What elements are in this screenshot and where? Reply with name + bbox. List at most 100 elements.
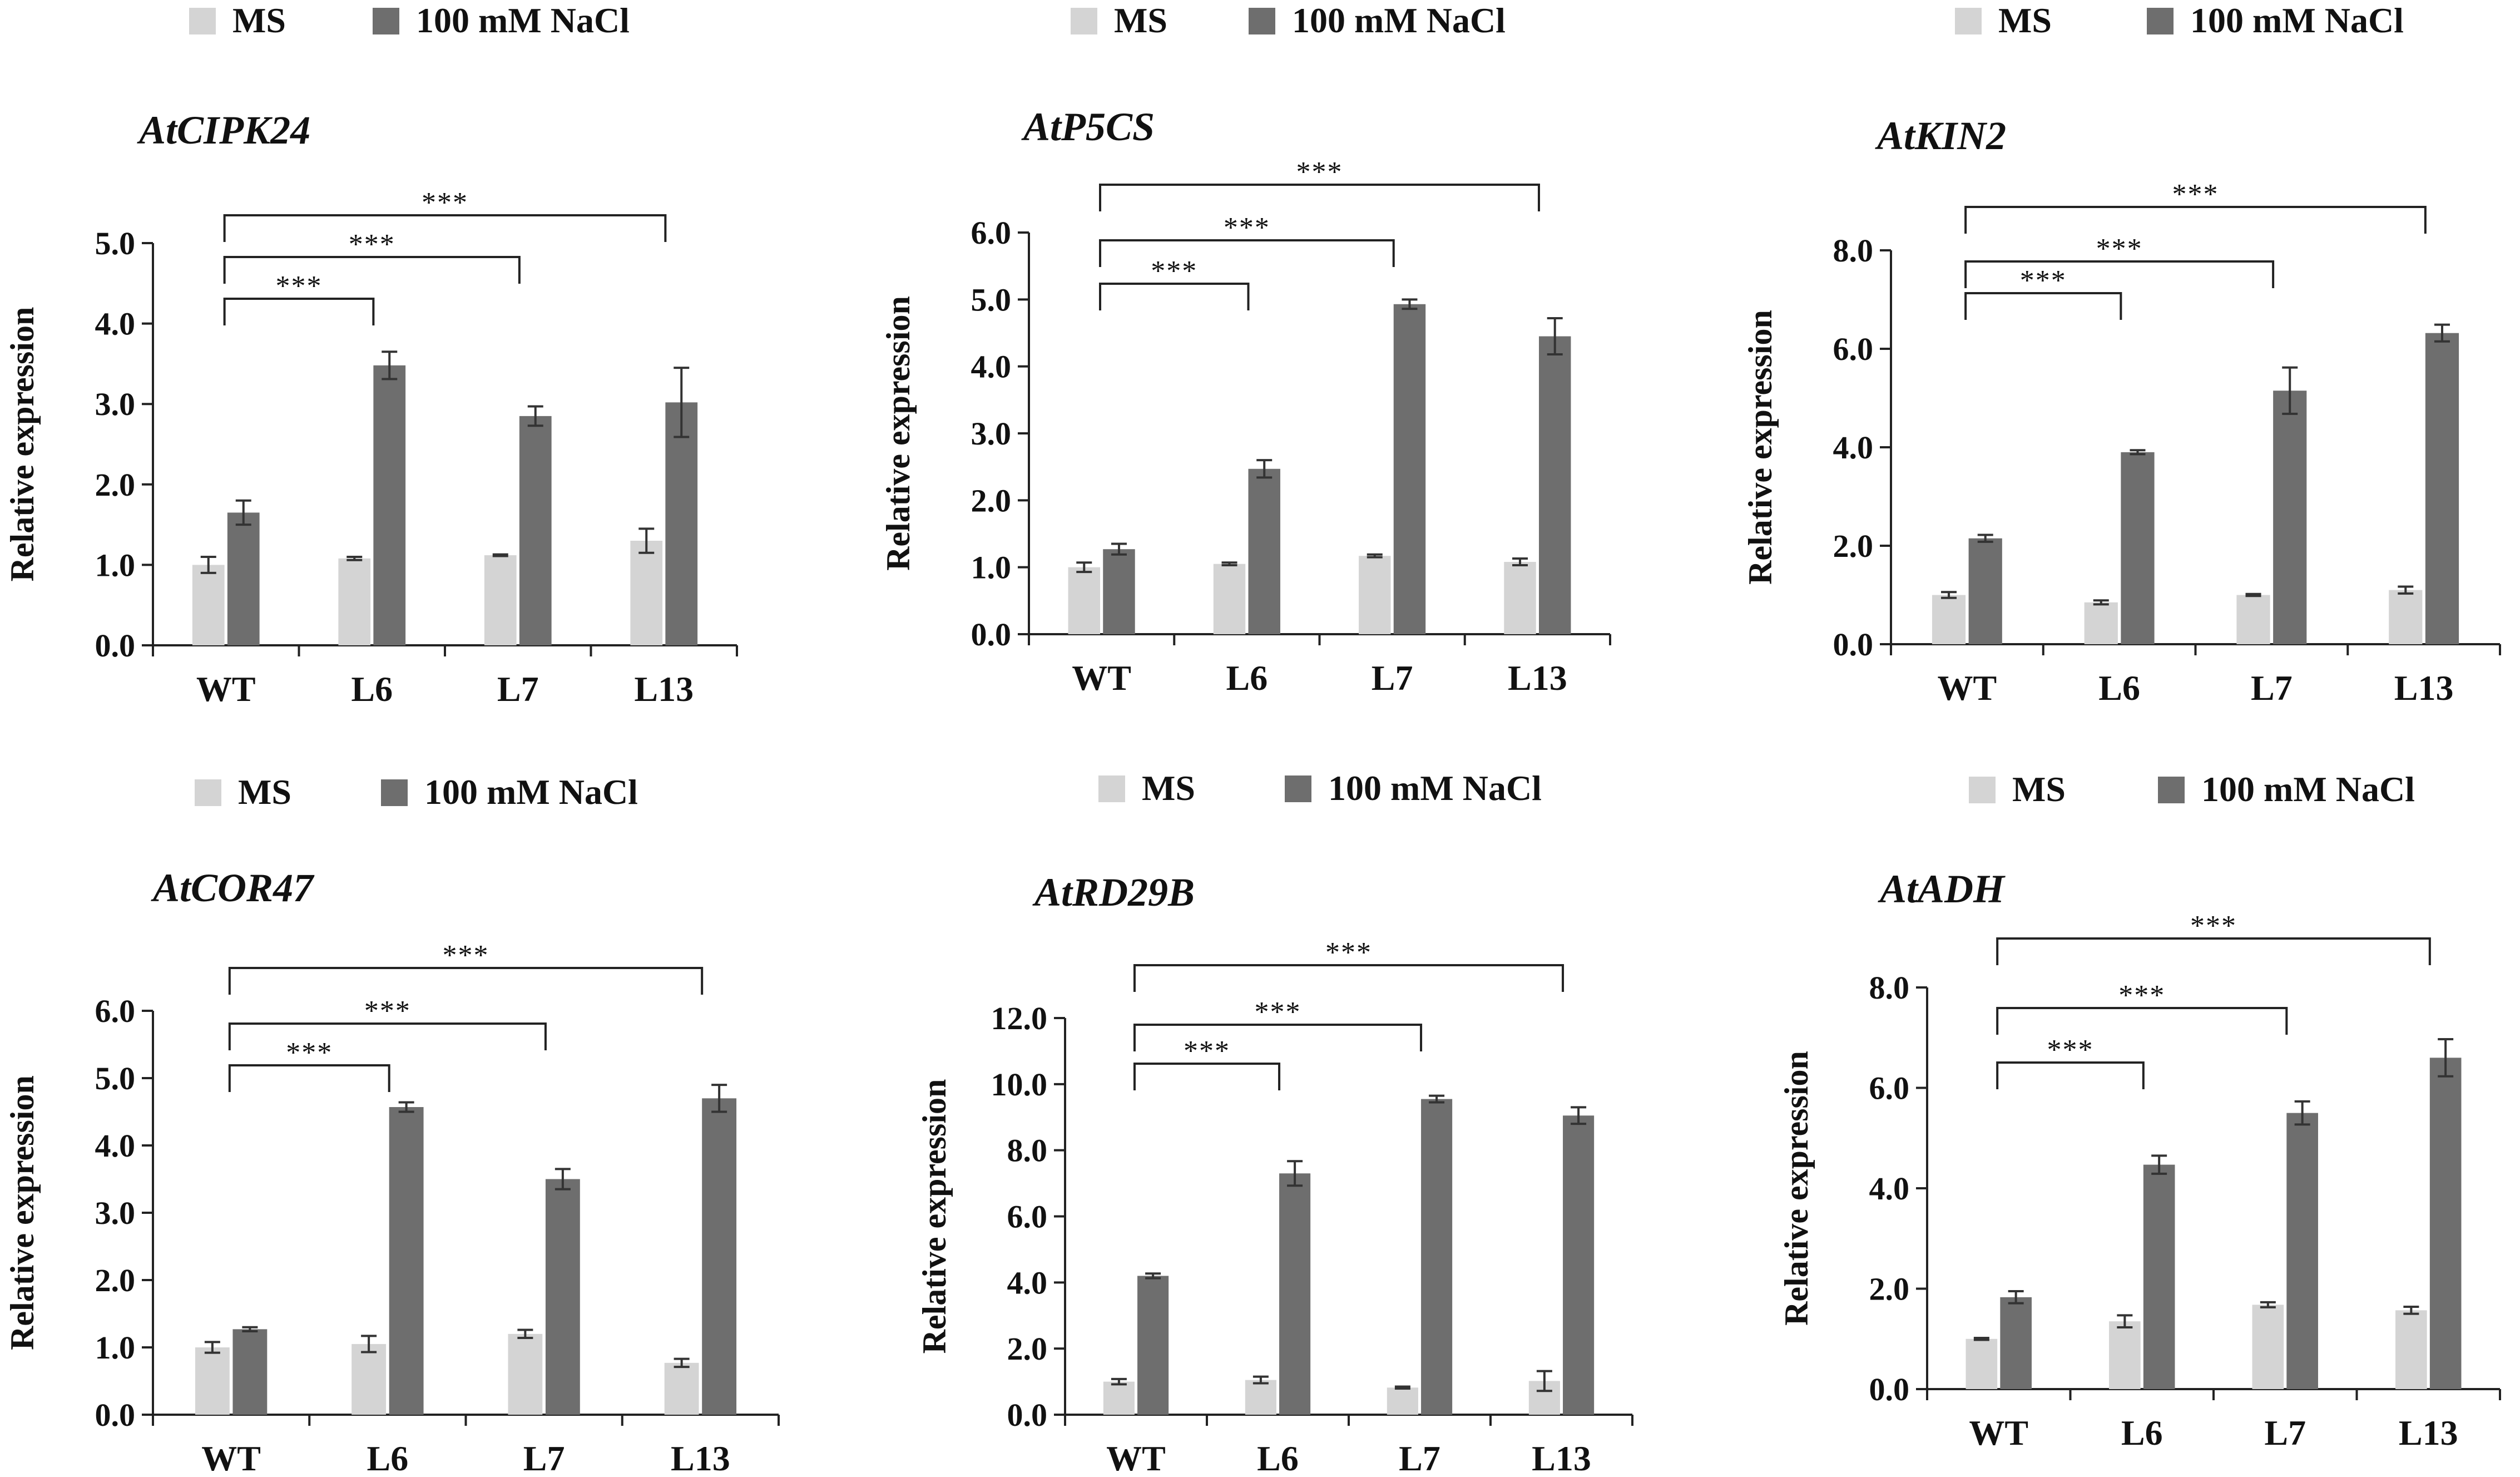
error-bar-100-mm-nacl-l7 [555, 1168, 571, 1191]
x-tick-label-wt: WT [196, 669, 256, 709]
significance-label: *** [1255, 996, 1301, 1028]
error-bar-ms-l7 [2245, 592, 2261, 597]
chart-title: AtCOR47 [151, 866, 315, 910]
x-tick-label-l6: L6 [2121, 1413, 2163, 1453]
significance-label: *** [2096, 233, 2143, 265]
error-bar-100-mm-nacl-wt [2008, 1290, 2024, 1305]
x-tick-label-wt: WT [1938, 668, 1997, 708]
bar-ms-l6 [351, 1343, 387, 1415]
significance-label: *** [1296, 156, 1343, 188]
bar-100-mm-nacl-l13 [2425, 333, 2459, 644]
bar-ms-wt [195, 1347, 230, 1415]
error-bar-100-mm-nacl-l6 [2130, 449, 2146, 456]
legend-swatch-ms [1969, 777, 1996, 803]
error-bar-ms-l6 [1252, 1375, 1269, 1385]
y-tick-label: 0.0 [1833, 626, 1874, 663]
error-bar-100-mm-nacl-l7 [1402, 298, 1418, 310]
significance-label: *** [2190, 910, 2237, 942]
legend: MS 100 mM NaCl [1098, 768, 1542, 808]
x-tick-label-l6: L6 [1257, 1439, 1299, 1477]
significance-bracket-wt-l6 [1099, 283, 1250, 310]
y-tick-label: 1.0 [971, 550, 1012, 586]
chart-atrd29b: MS 100 mM NaCl AtRD29B 0.0 2.0 4.0 6.0 8.0 10.0 1… [916, 768, 1633, 1477]
legend-swatch-ms [1098, 775, 1125, 802]
y-tick-label: 3.0 [971, 416, 1012, 452]
y-tick-label: 4.0 [1007, 1264, 1048, 1301]
bar-100-mm-nacl-l7 [545, 1179, 580, 1415]
significance-bracket-wt-l13 [1964, 206, 2427, 234]
legend-label-100-mm-nacl: 100 mM NaCl [1292, 1, 1506, 40]
legend-label-100-mm-nacl: 100 mM NaCl [1328, 768, 1542, 808]
significance-label: *** [422, 187, 468, 219]
legend-swatch-100-mm-nacl [2147, 8, 2174, 34]
significance-bracket-wt-l7 [1133, 1024, 1423, 1051]
error-bar-ms-wt [200, 555, 216, 574]
bar-100-mm-nacl-wt [1137, 1276, 1169, 1415]
significance-label: *** [349, 229, 395, 260]
legend-swatch-100-mm-nacl [1285, 775, 1311, 802]
significance-label: *** [286, 1037, 333, 1069]
x-tick-label-l13: L13 [2399, 1413, 2458, 1453]
legend-swatch-ms [195, 779, 221, 806]
significance-bracket-wt-l13 [228, 967, 704, 995]
x-tick-label-l13: L13 [634, 669, 694, 709]
bar-100-mm-nacl-l6 [1279, 1173, 1311, 1415]
error-bar-ms-l7 [1367, 553, 1383, 559]
bar-ms-l7 [1387, 1387, 1418, 1415]
y-axis-label: Relative expression [1778, 1051, 1815, 1326]
significance-bracket-wt-l6 [228, 1064, 390, 1092]
significance-label: *** [2118, 980, 2165, 1011]
chart-title: AtCIPK24 [137, 108, 310, 152]
bar-ms-l7 [484, 555, 517, 645]
error-bar-100-mm-nacl-l6 [2151, 1154, 2167, 1175]
legend-swatch-ms [1071, 8, 1097, 34]
bar-100-mm-nacl-l6 [2143, 1164, 2175, 1389]
legend-label-100-mm-nacl: 100 mM NaCl [2190, 1, 2404, 40]
y-tick-label: 5.0 [95, 1060, 136, 1096]
bar-ms-wt [1965, 1338, 1998, 1389]
bar-100-mm-nacl-l6 [389, 1107, 424, 1415]
error-bar-ms-wt [1973, 1336, 1989, 1341]
legend-label-ms: MS [1114, 1, 1167, 40]
error-bar-ms-l7 [517, 1328, 533, 1340]
legend-label-100-mm-nacl: 100 mM NaCl [416, 1, 630, 40]
bar-100-mm-nacl-l7 [1421, 1099, 1453, 1415]
bar-ms-wt [192, 565, 225, 645]
x-tick-label-l13: L13 [2394, 668, 2454, 708]
error-bar-100-mm-nacl-wt [1977, 534, 1993, 543]
legend: MS 100 mM NaCl [195, 772, 638, 812]
bar-ms-l13 [664, 1362, 699, 1415]
legend-swatch-100-mm-nacl [2158, 777, 2185, 803]
bar-100-mm-nacl-wt [2000, 1297, 2032, 1389]
bar-100-mm-nacl-l7 [519, 416, 552, 645]
significance-bracket-wt-l13 [1996, 937, 2431, 965]
bar-ms-l13 [2395, 1310, 2427, 1389]
chart-atcipk24: MS 100 mM NaCl AtCIPK24 0.0 1.0 2.0 3.0 4.0 5.0 R… [4, 1, 738, 709]
x-tick-label-l7: L7 [2251, 668, 2293, 708]
legend: MS 100 mM NaCl [1071, 1, 1506, 40]
error-bar-100-mm-nacl-wt [235, 499, 251, 526]
significance-label: *** [2172, 179, 2219, 210]
significance-label: *** [1325, 937, 1372, 969]
error-bar-100-mm-nacl-wt [242, 1326, 258, 1332]
y-tick-label: 4.0 [95, 1128, 136, 1164]
y-tick-label: 0.0 [95, 1397, 136, 1433]
legend-label-ms: MS [1998, 1, 2052, 40]
error-bar-ms-l7 [2260, 1301, 2276, 1308]
bar-100-mm-nacl-l6 [1248, 468, 1280, 634]
y-tick-label: 6.0 [1007, 1199, 1048, 1235]
legend-swatch-ms [1955, 8, 1982, 34]
x-tick-label-l13: L13 [671, 1439, 730, 1477]
error-bar-ms-wt [1111, 1377, 1127, 1386]
bar-ms-wt [1103, 1381, 1135, 1415]
y-tick-label: 8.0 [1869, 970, 1910, 1006]
error-bar-ms-l13 [2403, 1305, 2419, 1315]
significance-bracket-wt-l6 [1964, 292, 2122, 320]
significance-label: *** [443, 940, 489, 971]
significance-bracket-wt-l13 [1133, 964, 1565, 992]
bar-ms-wt [1932, 595, 1966, 644]
significance-label: *** [276, 270, 323, 302]
y-tick-label: 12.0 [991, 1000, 1048, 1036]
error-bar-ms-l13 [674, 1357, 690, 1369]
x-tick-label-l7: L7 [497, 669, 539, 709]
